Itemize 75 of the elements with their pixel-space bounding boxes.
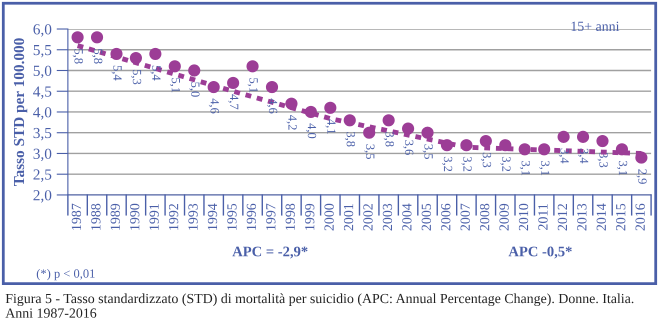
x-tick-label: 2006: [441, 204, 450, 230]
x-tick-label: 1992: [168, 204, 178, 230]
data-label: 3,8: [384, 132, 394, 147]
data-label: 4,2: [286, 115, 297, 130]
x-tick-label: 1993: [188, 204, 198, 230]
data-label: 5,8: [92, 49, 102, 64]
x-tick-label: 2001: [344, 204, 354, 230]
x-tick-label: 2002: [363, 204, 373, 230]
y-tick-label: 3,0: [34, 148, 52, 162]
data-label: 3,5: [364, 144, 374, 159]
x-tick-label: 2012: [558, 204, 568, 230]
x-tick-label: 2010: [518, 204, 528, 230]
x-tick-label: 1990: [130, 204, 140, 230]
y-tick-label: 4,5: [33, 86, 52, 99]
y-axis-title: Tasso STD per 100.000: [14, 38, 28, 186]
data-label: 3,6: [403, 140, 414, 155]
data-label: 4,6: [208, 98, 219, 114]
y-tick-label: 6,0: [33, 24, 52, 37]
data-label: 3,3: [598, 152, 608, 168]
data-label: 3,8: [344, 132, 356, 147]
text: APC -0,5*: [508, 246, 572, 259]
x-tick-label: 2016: [635, 204, 645, 230]
x-tick-label: 2003: [382, 204, 392, 230]
x-tick-label: 1991: [150, 204, 159, 230]
data-label: 5,8: [72, 49, 83, 64]
data-label: 5,4: [112, 66, 122, 80]
data-label: 2,9: [636, 169, 647, 184]
x-tick-label: 2009: [499, 204, 509, 230]
x-tick-label: 1995: [227, 204, 237, 230]
data-label: 4,7: [228, 94, 238, 110]
x-tick-label: 2008: [480, 204, 490, 230]
data-label: 3,5: [422, 144, 433, 159]
data-label: 5,1: [170, 78, 180, 92]
data-label: 3,3: [480, 152, 492, 168]
y-tick-label: 3,5: [34, 128, 52, 140]
x-tick-label: 2004: [402, 204, 412, 230]
x-tick-label: 1997: [266, 204, 276, 230]
y-tick-label: 5,0: [34, 66, 52, 78]
x-tick-label: 2011: [538, 204, 548, 230]
y-tick-label: 2,5: [33, 169, 52, 182]
data-label: 4,0: [306, 123, 316, 138]
x-tick-label: 2007: [460, 204, 470, 230]
y-tick-label: 5,5: [34, 45, 52, 58]
data-label: 5,1: [248, 78, 258, 92]
data-label: 5,4: [150, 66, 161, 80]
data-label: 5,0: [189, 82, 200, 97]
x-tick-label: 2013: [577, 204, 587, 230]
x-tick-label: 1999: [305, 204, 314, 230]
data-label: 4,1: [325, 119, 336, 134]
text: APC = -2,9*: [232, 246, 308, 259]
x-tick-label: 1996: [246, 204, 256, 230]
x-tick-label: 1987: [72, 204, 82, 230]
text: (*) p < 0,01: [36, 268, 95, 280]
x-tick-label: 2014: [596, 204, 606, 230]
x-tick-label: 2005: [422, 204, 432, 230]
data-label: 3,2: [442, 156, 452, 172]
x-tick-label: 2000: [324, 204, 334, 230]
annotation: 15+ anni: [572, 22, 620, 31]
data-label: 5,3: [130, 70, 142, 84]
data-label: 3,1: [539, 161, 550, 176]
x-tick-label: 1998: [286, 204, 295, 230]
data-label: 3,4: [558, 148, 569, 164]
x-tick-label: 2015: [616, 204, 626, 230]
text: Figura 5 - Tasso standardizzato (STD) di mortalità per suicidio (APC: Annual Percentage Change). Donne. Italia. Anni 1987-2016: [5, 293, 634, 318]
data-label: 4,6: [267, 98, 278, 114]
y-tick-label: 2,0: [33, 190, 52, 203]
data-label: 3,1: [617, 161, 628, 176]
data-label: 3,2: [461, 156, 472, 172]
y-tick-label: 4,0: [33, 107, 52, 120]
x-tick-label: 1989: [110, 204, 120, 230]
data-label: 3,1: [520, 161, 530, 176]
data-label: 3,2: [500, 156, 511, 172]
data-label: 3,4: [578, 148, 588, 164]
x-tick-label: 1988: [91, 204, 101, 230]
x-tick-label: 1994: [208, 204, 218, 230]
